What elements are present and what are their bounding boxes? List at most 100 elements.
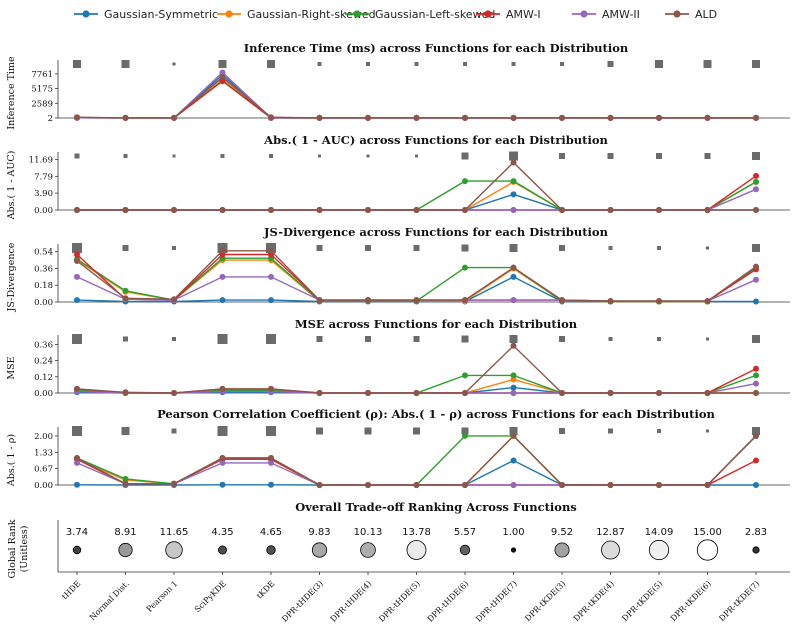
data-point [510,159,517,166]
data-point [122,389,129,396]
data-point [413,297,420,304]
data-point [268,459,274,466]
data-point [607,482,614,488]
size-marker [172,154,176,158]
data-point [74,273,80,280]
rank-value-label: 9.83 [308,527,330,538]
size-marker [413,245,420,251]
data-point [510,178,517,185]
legend-item: Gaussian-Symmetric [74,8,218,21]
data-point [316,297,323,304]
data-point [704,114,711,121]
data-point [753,263,759,270]
size-marker [366,154,370,158]
x-tick-label: DPR-tHDE(5) [377,579,422,624]
legend-marker [484,10,492,18]
panel: Pearson Correlation Coefficient (ρ): Abs… [6,407,790,491]
panel-title: MSE across Functions for each Distributi… [295,317,578,331]
data-point [656,390,662,396]
data-point [607,390,614,396]
x-tick-label: DPR-tHDE(7) [474,579,519,624]
x-tick-label: DPR-tKDE(7) [717,579,761,623]
size-marker [172,246,176,250]
data-point [365,114,371,121]
data-point [462,297,468,304]
series-line [76,435,757,486]
panel: MSE across Functions for each Distributi… [6,317,790,399]
data-point [510,372,517,379]
data-point [171,207,177,213]
data-point [607,207,614,213]
size-marker [706,429,709,433]
data-point [607,298,614,305]
series-gaussian-right-skewed [74,432,759,488]
data-point [74,207,80,213]
rank-value-label: 9.52 [551,527,573,538]
data-point [219,481,226,488]
data-point [462,482,468,488]
data-point [510,482,517,488]
data-point [413,207,420,213]
data-point [171,114,177,121]
size-marker [607,153,614,159]
data-point [753,380,759,387]
data-point [656,207,662,213]
x-tick-label: DPR-tKDE(3) [523,579,567,623]
legend-label: Gaussian-Right-skewed [247,8,376,21]
series-line [77,181,757,211]
rank-value-label: 10.13 [354,527,383,538]
rank-marker [752,546,760,554]
y-axis-label: Inference Time [6,56,17,130]
data-point [219,69,226,76]
size-marker [413,427,420,435]
rank-marker [696,539,719,561]
size-marker [509,335,518,343]
series-ald [74,247,759,305]
series-amw-ii [74,432,759,488]
y-axis-label: Abs.( 1 - AUC) [6,151,17,221]
data-point [122,295,129,302]
data-point [510,114,517,121]
size-marker [365,245,371,251]
panel: Inference Time (ms) across Functions for… [6,41,790,130]
size-marker [706,337,709,341]
size-marker [72,334,82,344]
series-line [76,77,756,119]
data-point [753,186,759,193]
size-marker [608,428,613,434]
series-line [76,73,756,119]
size-marker [72,426,82,436]
size-marker [316,245,323,251]
series-line [77,180,757,211]
series-line [77,161,756,211]
size-marker [266,426,276,436]
size-marker [269,154,273,158]
x-axis: tHDE Normal Dist. Pearson 1 SciPyKDE tKDE DPR… [60,572,761,624]
data-point [753,298,759,305]
series-gaussian-right-skewed [74,75,759,121]
data-point [559,114,565,121]
legend-item: ALD [665,8,717,21]
size-marker [509,427,518,435]
size-marker [560,62,564,66]
legend-label: AMW-I [506,8,541,21]
legend-label: ALD [695,8,717,21]
size-marker [218,60,227,68]
size-marker [318,154,321,158]
data-point [462,207,468,213]
data-point [365,297,371,304]
series-ald [74,342,759,396]
size-marker [752,152,760,160]
size-marker [559,336,565,342]
size-marker [752,335,760,343]
data-point [559,297,565,304]
data-point [510,207,517,213]
data-point [510,432,517,439]
data-point [704,207,711,213]
size-marker [73,60,81,68]
data-point [704,390,711,396]
legend-label: Gaussian-Symmetric [104,8,218,21]
size-marker [706,246,709,250]
rank-marker [165,541,183,559]
